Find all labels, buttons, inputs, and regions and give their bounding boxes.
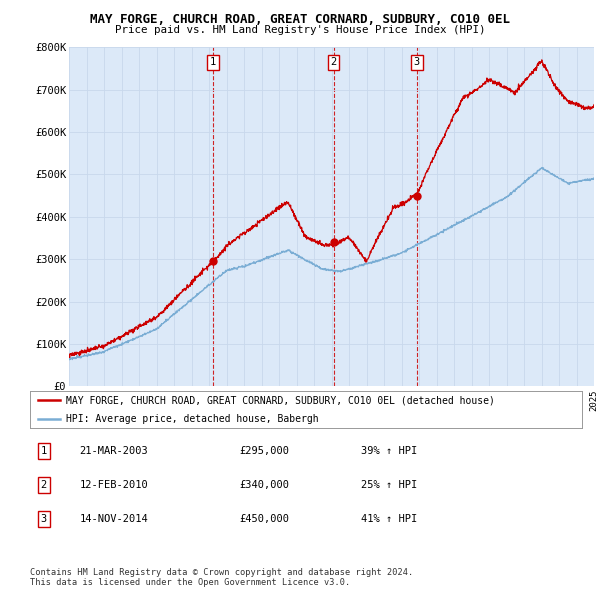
Text: £450,000: £450,000 bbox=[240, 514, 290, 525]
Text: MAY FORGE, CHURCH ROAD, GREAT CORNARD, SUDBURY, CO10 0EL: MAY FORGE, CHURCH ROAD, GREAT CORNARD, S… bbox=[90, 13, 510, 26]
Text: 1: 1 bbox=[41, 446, 47, 456]
Text: HPI: Average price, detached house, Babergh: HPI: Average price, detached house, Babe… bbox=[66, 414, 319, 424]
Text: £340,000: £340,000 bbox=[240, 480, 290, 490]
Text: 12-FEB-2010: 12-FEB-2010 bbox=[80, 480, 148, 490]
Text: 39% ↑ HPI: 39% ↑ HPI bbox=[361, 446, 418, 456]
Text: 14-NOV-2014: 14-NOV-2014 bbox=[80, 514, 148, 525]
Text: 21-MAR-2003: 21-MAR-2003 bbox=[80, 446, 148, 456]
Text: 25% ↑ HPI: 25% ↑ HPI bbox=[361, 480, 418, 490]
Text: £295,000: £295,000 bbox=[240, 446, 290, 456]
Text: MAY FORGE, CHURCH ROAD, GREAT CORNARD, SUDBURY, CO10 0EL (detached house): MAY FORGE, CHURCH ROAD, GREAT CORNARD, S… bbox=[66, 395, 495, 405]
Text: 3: 3 bbox=[414, 57, 420, 67]
Text: 41% ↑ HPI: 41% ↑ HPI bbox=[361, 514, 418, 525]
Text: 3: 3 bbox=[41, 514, 47, 525]
Text: 1: 1 bbox=[210, 57, 216, 67]
Text: Price paid vs. HM Land Registry's House Price Index (HPI): Price paid vs. HM Land Registry's House … bbox=[115, 25, 485, 35]
Text: 2: 2 bbox=[331, 57, 337, 67]
Text: Contains HM Land Registry data © Crown copyright and database right 2024.
This d: Contains HM Land Registry data © Crown c… bbox=[30, 568, 413, 587]
Text: 2: 2 bbox=[41, 480, 47, 490]
